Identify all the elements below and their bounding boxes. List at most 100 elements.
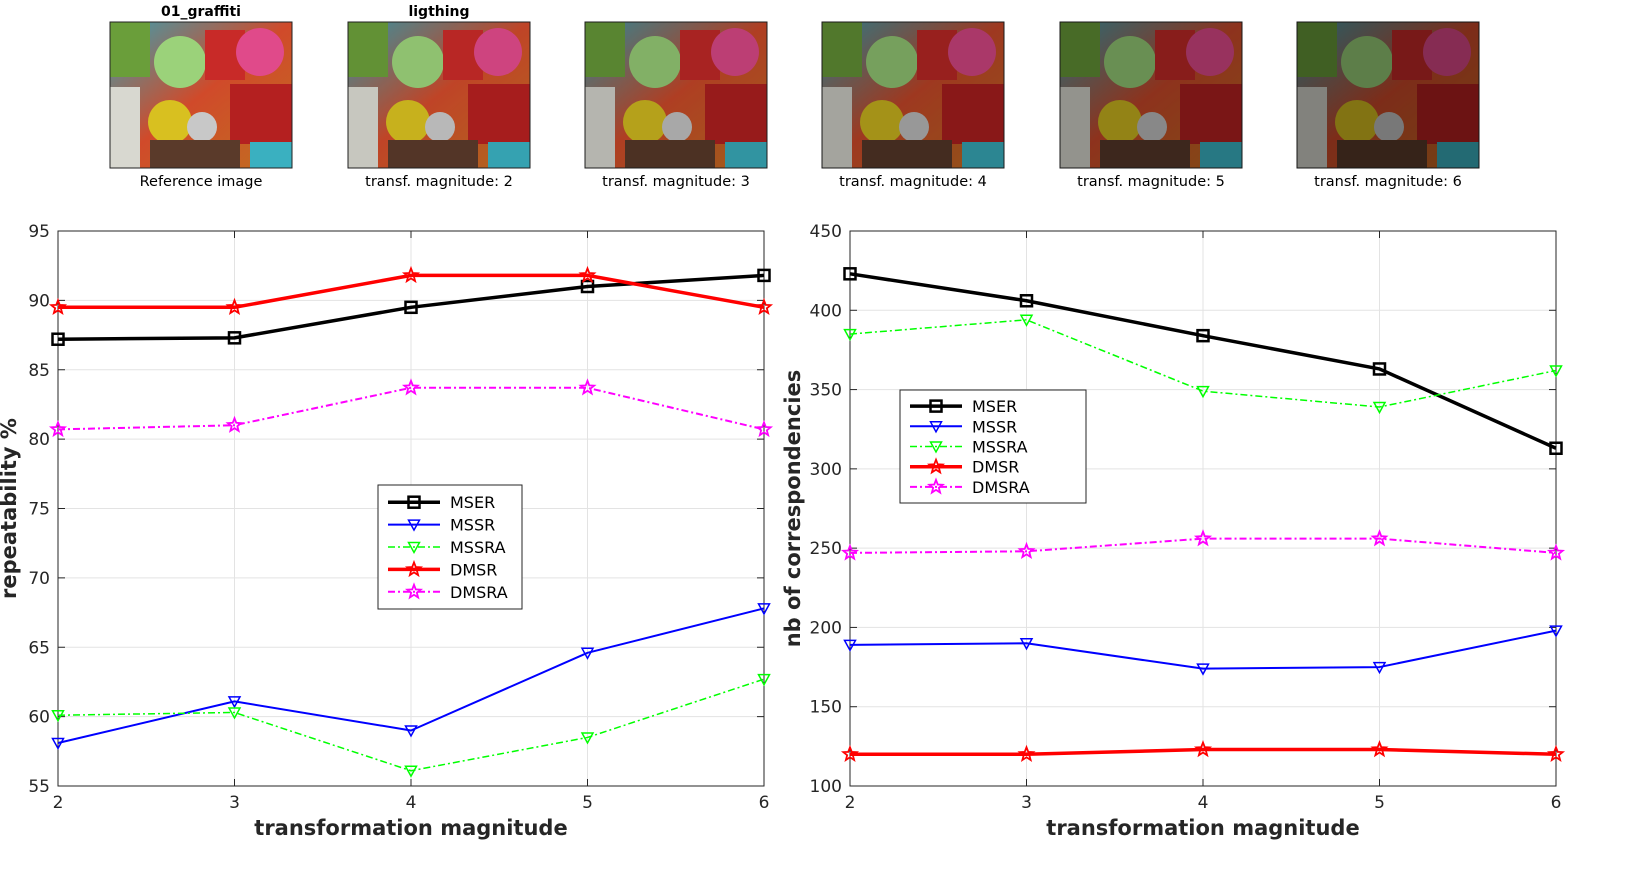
data-point [843, 639, 857, 652]
data-point [757, 603, 771, 616]
legend-entry: DMSR [450, 560, 497, 579]
data-point [1546, 543, 1566, 561]
data-point [1372, 661, 1387, 675]
thumbnail-caption: transf. magnitude: 5 [1077, 174, 1225, 190]
series-line [57, 607, 765, 744]
legend-entry: MSER [450, 493, 495, 512]
thumbnail-title: ligthing [408, 4, 469, 20]
series-mssr [843, 625, 1563, 676]
data-point [1196, 385, 1210, 399]
legend-entry: MSSRA [450, 538, 506, 557]
data-point [51, 737, 65, 751]
data-point [1019, 638, 1034, 651]
data-point [757, 268, 771, 283]
y-tick-label: 85 [28, 361, 50, 381]
y-tick-label: 80 [28, 430, 50, 450]
data-point [757, 673, 771, 687]
thumbnail-caption: transf. magnitude: 2 [365, 174, 513, 190]
y-tick-label: 350 [810, 381, 842, 401]
data-point [1196, 328, 1210, 343]
series-dmsra [48, 378, 774, 438]
y-tick-label: 150 [810, 698, 842, 718]
data-point [1370, 740, 1389, 758]
data-point [840, 744, 860, 762]
thumbnail-4: transf. magnitude: 4 [821, 21, 1005, 190]
data-point [1549, 625, 1563, 638]
x-tick-label: 5 [582, 793, 593, 813]
data-point [1017, 541, 1036, 560]
data-point [754, 419, 774, 438]
series-mssr [51, 603, 771, 751]
data-point [1019, 314, 1034, 327]
thumbnail-6: transf. magnitude: 6 [1296, 21, 1480, 190]
legend-entry: MSSRA [972, 438, 1028, 457]
y-tick-label: 100 [810, 777, 842, 797]
series-line [58, 273, 765, 310]
y-tick-label: 250 [810, 539, 842, 559]
data-point [225, 415, 244, 433]
data-point [404, 300, 418, 315]
y-tick-label: 95 [28, 222, 50, 242]
data-point [1549, 365, 1563, 378]
thumbnail-caption: Reference image [140, 174, 263, 190]
data-point [1017, 744, 1036, 762]
data-point [843, 328, 857, 342]
thumbnail-3: transf. magnitude: 3 [584, 21, 768, 190]
x-axis-label: transformation magnitude [254, 816, 567, 840]
data-point [578, 265, 597, 284]
y-axis-label: nb of correspondencies [781, 370, 805, 648]
series-line [849, 629, 1557, 670]
data-point [51, 332, 65, 346]
graffiti-image [109, 21, 293, 169]
data-point [580, 732, 595, 745]
series-mssra [51, 673, 771, 778]
thumbnail-2: ligthing transf. magnitude: 2 [347, 4, 531, 190]
data-point [840, 543, 860, 561]
data-point [401, 378, 421, 396]
series-dmsr [48, 265, 774, 316]
x-tick-label: 4 [406, 793, 417, 813]
series-line [57, 386, 765, 431]
x-tick-label: 2 [53, 793, 64, 813]
y-tick-label: 90 [28, 291, 50, 311]
series-line [57, 273, 765, 341]
thumbnail-caption: transf. magnitude: 4 [839, 174, 987, 190]
graffiti-image [1296, 21, 1480, 169]
legend-entry: DMSR [972, 458, 1019, 477]
graffiti-image [1059, 21, 1243, 169]
x-tick-label: 2 [845, 793, 856, 813]
data-point [1019, 294, 1034, 308]
data-point [227, 331, 242, 345]
y-tick-label: 450 [810, 222, 842, 242]
legend-entry: DMSRA [972, 478, 1030, 497]
series-mser [51, 268, 771, 346]
graffiti-image [584, 21, 768, 169]
data-point [1196, 663, 1210, 676]
x-tick-label: 3 [229, 793, 240, 813]
thumbnail-title: 01_graffiti [161, 4, 241, 20]
data-point [48, 297, 68, 316]
y-tick-label: 75 [28, 500, 50, 520]
y-tick-label: 60 [28, 708, 50, 728]
data-point [1193, 740, 1213, 758]
series-mssra [843, 314, 1563, 415]
data-point [1193, 529, 1213, 547]
data-point [227, 707, 242, 720]
x-tick-label: 5 [1374, 793, 1385, 813]
data-point [580, 279, 595, 294]
thumbnail-caption: transf. magnitude: 3 [602, 174, 750, 190]
data-point [227, 696, 242, 709]
data-point [580, 647, 595, 660]
data-point [48, 419, 68, 438]
series-dmsr [840, 740, 1566, 762]
data-point [578, 378, 597, 396]
y-tick-label: 70 [28, 569, 50, 589]
x-tick-label: 3 [1021, 793, 1032, 813]
graffiti-image [821, 21, 1005, 169]
data-point [401, 265, 421, 284]
data-point [51, 709, 65, 723]
data-point [843, 267, 857, 281]
series-line [57, 678, 765, 772]
